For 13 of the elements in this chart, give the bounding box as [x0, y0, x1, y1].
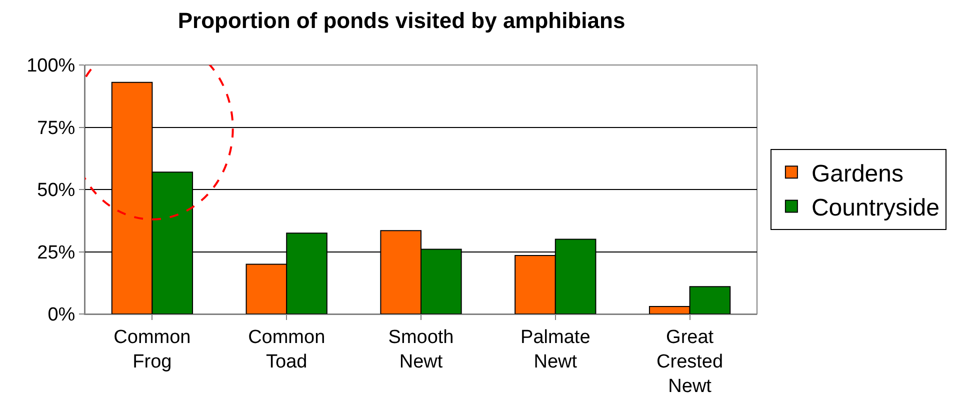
legend-label: Countryside: [811, 194, 940, 222]
y-tick-label: 75%: [37, 118, 76, 139]
x-tick-label: Common Toad: [248, 326, 326, 372]
x-tick-label: Common Frog: [114, 326, 191, 372]
x-tick-label: Smooth Newt: [388, 326, 454, 372]
legend-label: Gardens: [811, 160, 904, 188]
y-tick-label: 50%: [37, 180, 76, 202]
x-tick-label: Palmate Newt: [520, 326, 590, 372]
y-tick-label: 0%: [48, 304, 76, 326]
x-tick-label: Great Crested Newt: [656, 326, 724, 398]
chart-title: Proportion of ponds visited by amphibians: [178, 8, 626, 33]
y-tick-label: 25%: [37, 242, 76, 264]
y-tick-label: 100%: [26, 56, 76, 77]
